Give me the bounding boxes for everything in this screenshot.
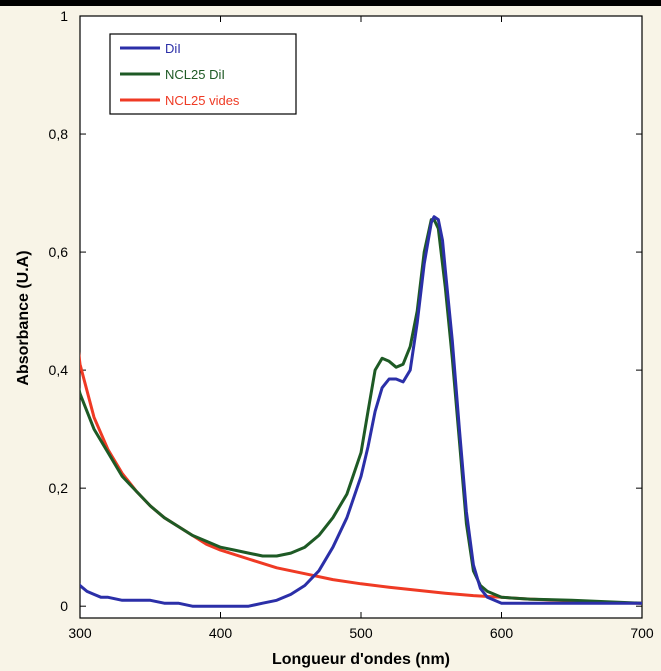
- x-tick-label: 700: [630, 625, 654, 641]
- x-tick-label: 600: [490, 625, 514, 641]
- x-tick-label: 500: [349, 625, 373, 641]
- y-axis-title: Absorbance (U.A): [15, 250, 32, 385]
- legend-label-ncl25-dil: NCL25 DiI: [165, 67, 225, 82]
- x-axis: 300 400 500 600 700: [68, 16, 654, 641]
- x-tick-label: 400: [209, 625, 233, 641]
- y-tick-label: 1: [60, 8, 68, 24]
- top-border: [0, 0, 661, 6]
- y-tick-label: 0,8: [49, 126, 69, 142]
- x-tick-label: 300: [68, 625, 92, 641]
- x-axis-title: Longueur d'ondes (nm): [272, 651, 450, 668]
- y-tick-label: 0,2: [49, 480, 69, 496]
- y-tick-label: 0: [60, 598, 68, 614]
- y-tick-label: 0,6: [49, 244, 69, 260]
- legend-label-dil: DiI: [165, 41, 181, 56]
- y-axis: 0 0,2 0,4 0,6 0,8 1: [49, 8, 642, 614]
- series-line-dii: [80, 215, 642, 608]
- legend-label-ncl25-vides: NCL25 vides: [165, 93, 240, 108]
- plot-area: [79, 15, 643, 619]
- y-tick-label: 0,4: [49, 362, 69, 378]
- series-group: [80, 215, 642, 608]
- legend: DiI NCL25 DiI NCL25 vides: [109, 33, 297, 115]
